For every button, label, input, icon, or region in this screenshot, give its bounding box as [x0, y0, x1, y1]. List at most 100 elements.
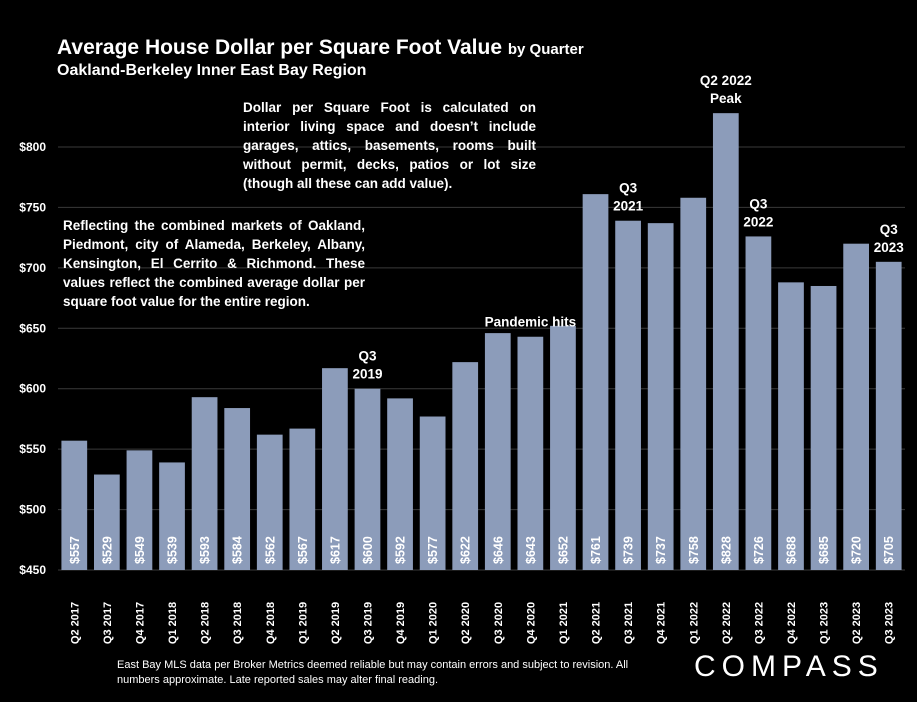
x-tick-label: Q1 2019 — [297, 602, 309, 644]
bar-value-label: $739 — [622, 536, 636, 564]
chart-title-suffix: by Quarter — [507, 41, 584, 58]
bar — [550, 325, 576, 570]
bar-annotation: Q3 — [358, 349, 377, 364]
y-tick-label: $750 — [19, 200, 46, 214]
bar-value-label: $592 — [394, 536, 408, 564]
bar-value-label: $828 — [719, 536, 733, 564]
x-tick-label: Q2 2020 — [460, 602, 472, 644]
y-tick-label: $700 — [19, 261, 46, 275]
bar — [387, 398, 413, 570]
bar — [484, 333, 511, 570]
x-tick-label: Q3 2018 — [232, 602, 244, 644]
x-tick-label: Q2 2021 — [591, 602, 603, 644]
bar-value-label: $720 — [850, 536, 864, 564]
source-disclaimer: East Bay MLS data per Broker Metrics dee… — [117, 659, 629, 686]
bar-value-label: $688 — [784, 536, 798, 564]
bar — [778, 282, 804, 570]
methodology-note: Dollar per Square Foot is calculated on … — [243, 100, 536, 191]
x-tick-label: Q2 2023 — [851, 602, 863, 644]
x-tick-label: Q3 2023 — [884, 602, 896, 644]
bar — [452, 362, 479, 570]
bar — [61, 440, 88, 570]
y-tick-label: $800 — [19, 140, 46, 154]
bar — [224, 408, 251, 570]
bar-value-label: $562 — [263, 536, 277, 564]
y-tick-label: $450 — [19, 563, 46, 577]
bar — [810, 285, 837, 570]
bar-annotation: Peak — [710, 91, 742, 106]
bar-value-label: $529 — [100, 536, 114, 564]
region-note: Reflecting the combined markets of Oakla… — [63, 218, 365, 309]
compass-logo: COMPASS — [694, 650, 884, 683]
bar — [354, 388, 381, 570]
chart-subtitle: Oakland-Berkeley Inner East Bay Region — [57, 62, 367, 79]
bar-value-label: $726 — [752, 536, 766, 564]
bar-value-label: $557 — [68, 536, 82, 564]
x-tick-label: Q3 2021 — [623, 602, 635, 644]
x-tick-label: Q1 2022 — [688, 602, 700, 644]
chart-title-main: Average House Dollar per Square Foot Val… — [57, 36, 503, 59]
bar — [517, 336, 544, 570]
x-tick-label: Q4 2020 — [525, 602, 537, 644]
x-tick-label: Q3 2017 — [102, 602, 114, 644]
y-tick-label: $650 — [19, 321, 46, 335]
x-tick-label: Q2 2017 — [69, 602, 81, 644]
bar-value-label: $593 — [198, 536, 212, 564]
bar — [256, 434, 283, 570]
x-tick-label: Q2 2019 — [330, 602, 342, 644]
x-tick-label: Q4 2018 — [265, 602, 277, 644]
bar — [647, 223, 674, 570]
bar-value-label: $622 — [459, 536, 473, 564]
x-tick-label: Q4 2021 — [656, 602, 668, 644]
bar — [322, 368, 348, 570]
bar — [126, 450, 153, 570]
bar-value-label: $737 — [654, 536, 668, 564]
bar — [875, 261, 902, 570]
bar — [745, 236, 772, 571]
x-tick-label: Q1 2018 — [167, 602, 179, 644]
x-tick-label: Q3 2022 — [753, 602, 765, 644]
x-tick-label: Q1 2023 — [819, 602, 831, 644]
y-tick-label: $500 — [19, 503, 46, 517]
bar-annotation: 2021 — [613, 199, 644, 214]
x-tick-label: Q4 2019 — [395, 602, 407, 644]
bar-value-label: $567 — [296, 536, 310, 564]
bar-annotation: 2022 — [743, 214, 773, 229]
bar-annotation: Q3 — [880, 222, 899, 237]
bar — [289, 428, 316, 570]
bar-value-label: $600 — [361, 536, 375, 564]
y-tick-label: $550 — [19, 442, 46, 456]
x-tick-label: Q3 2020 — [493, 602, 505, 644]
bar-annotation: 2019 — [352, 367, 382, 382]
bar-value-label: $652 — [556, 536, 570, 564]
bar-value-label: $584 — [231, 536, 245, 564]
x-tick-label: Q4 2022 — [786, 602, 798, 644]
y-tick-label: $600 — [19, 382, 46, 396]
bar-value-label: $758 — [687, 536, 701, 564]
x-tick-label: Q2 2022 — [721, 602, 733, 644]
bar-value-label: $617 — [328, 536, 342, 564]
x-tick-label: Q2 2018 — [200, 602, 212, 644]
bar — [159, 462, 185, 570]
bar — [843, 243, 870, 570]
bar-value-label: $705 — [882, 536, 896, 564]
bar-annotation: Pandemic hits — [485, 315, 577, 330]
bar-value-label: $643 — [524, 536, 538, 564]
bar-value-label: $549 — [133, 536, 147, 564]
bar — [419, 416, 446, 570]
bar — [93, 474, 120, 570]
bar — [712, 113, 739, 570]
bar-value-label: $646 — [491, 536, 505, 564]
bar-value-label: $761 — [589, 536, 603, 564]
bar-annotation: Q3 — [749, 196, 768, 211]
bar — [615, 220, 641, 571]
bar — [191, 397, 218, 570]
x-tick-label: Q1 2021 — [558, 602, 570, 644]
bar-value-label: $539 — [166, 536, 180, 564]
bar-value-label: $577 — [426, 536, 440, 564]
bar — [582, 194, 609, 571]
bar-value-label: $685 — [817, 536, 831, 564]
bar-annotation: 2023 — [874, 240, 905, 255]
bar-annotation: Q3 — [619, 181, 638, 196]
bar — [680, 197, 707, 570]
